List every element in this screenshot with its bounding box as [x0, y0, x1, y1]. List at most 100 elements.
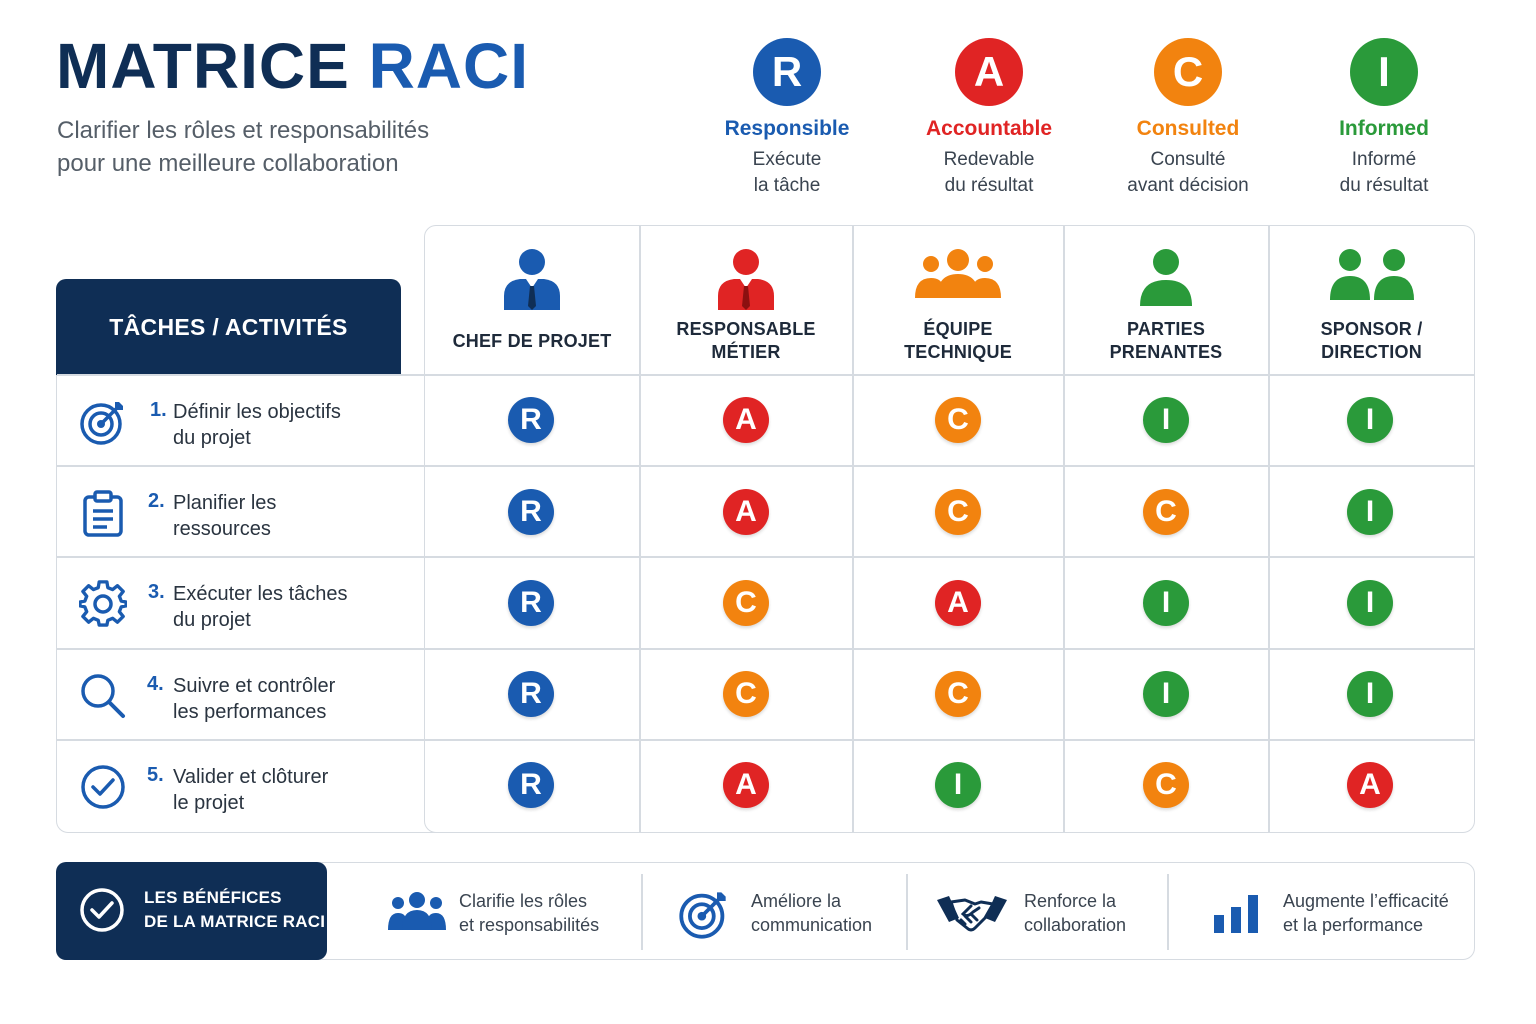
raci-badge-c: C [723, 580, 769, 626]
raci-badge-r: R [508, 762, 554, 808]
legend-name: Responsible [724, 117, 850, 140]
benefit-divider [641, 874, 643, 950]
task-number: 1. [150, 399, 167, 421]
target-icon [80, 402, 123, 445]
task-column-header: TÂCHES / ACTIVITÉS [56, 279, 401, 375]
legend-consulted: C Consulted Consulté avant décision [1088, 38, 1288, 199]
benefits-title-line: LES BÉNÉFICES [144, 888, 282, 907]
benefit-item: Renforce la collaboration [935, 862, 1165, 960]
legend-desc-line: Exécute [752, 149, 822, 170]
grid-line [57, 465, 1474, 467]
handshake-icon [937, 896, 1007, 932]
column-label-line: MÉTIER [711, 342, 781, 362]
subtitle-line-2: pour une meilleure collaboration [57, 150, 399, 177]
raci-badge-r: R [508, 489, 554, 535]
benefits-title-line: DE LA MATRICE RACI [144, 912, 326, 931]
benefit-item: Augmente l’efficacité et la performance [1210, 862, 1470, 960]
raci-badge-r: R [508, 580, 554, 626]
raci-badge-i: I [1347, 397, 1393, 443]
legend-informed: I Informed Informé du résultat [1284, 38, 1484, 199]
legend-desc-line: Informé [1351, 149, 1417, 170]
task-label-line: Valider et clôturer [173, 766, 329, 788]
legend-badge-i: I [1350, 38, 1418, 106]
legend-badge-r: R [753, 38, 821, 106]
benefit-text-line: et la performance [1283, 915, 1424, 935]
legend-desc-line: avant décision [1127, 175, 1249, 196]
benefit-text: Augmente l’efficacité et la performance [1283, 889, 1473, 937]
grid-line [1063, 226, 1065, 832]
title-accent: RACI [368, 30, 529, 102]
column-label-line: PARTIES [1126, 319, 1206, 339]
benefit-divider [906, 874, 908, 950]
grid-line [639, 226, 641, 832]
task-label-line: Définir les objectifs [173, 401, 341, 423]
grid-line [57, 648, 1474, 650]
benefits-title: LES BÉNÉFICES DE LA MATRICE RACI [144, 886, 325, 934]
task-label-line: du projet [173, 427, 251, 449]
raci-badge-i: I [1347, 489, 1393, 535]
people-icon [388, 892, 446, 930]
table-row: 4. Suivre et contrôler les performances [57, 649, 423, 739]
grid-line [57, 556, 1474, 558]
task-label-line: ressources [173, 518, 271, 540]
column-label: PARTIES PRENANTES [1064, 318, 1268, 364]
raci-badge-a: A [935, 580, 981, 626]
legend-badge-a: A [955, 38, 1023, 106]
team-icon [915, 249, 1001, 298]
task-label: Valider et clôturer le projet [173, 764, 413, 816]
column-chef-de-projet: CHEF DE PROJET [425, 226, 639, 374]
task-label: Planifier les ressources [173, 490, 413, 542]
task-label: Suivre et contrôler les performances [173, 673, 413, 725]
benefits-header: LES BÉNÉFICES DE LA MATRICE RACI [56, 862, 327, 960]
column-sponsor-direction: SPONSOR / DIRECTION [1269, 226, 1474, 374]
raci-badge-i: I [935, 762, 981, 808]
benefit-text-line: collaboration [1024, 915, 1127, 935]
benefit-text-line: Clarifie les rôles [459, 891, 588, 911]
column-label: SPONSOR / DIRECTION [1269, 318, 1474, 364]
check-circle-icon [81, 765, 125, 809]
task-number: 5. [147, 764, 164, 786]
task-number: 2. [148, 490, 165, 512]
column-label-line: PRENANTES [1109, 342, 1223, 362]
raci-badge-c: C [1143, 762, 1189, 808]
raci-badge-c: C [1143, 489, 1189, 535]
raci-badge-i: I [1347, 671, 1393, 717]
gear-icon [79, 580, 127, 627]
table-row: 5. Valider et clôturer le projet [57, 740, 423, 830]
raci-badge-a: A [723, 489, 769, 535]
benefit-item: Clarifie les rôles et responsabilités [384, 862, 640, 960]
raci-badge-a: A [1347, 762, 1393, 808]
legend-badge-c: C [1154, 38, 1222, 106]
search-icon [81, 674, 125, 718]
table-row: 1. Définir les objectifs du projet [57, 375, 423, 465]
grid-line [57, 739, 1474, 741]
benefit-item: Améliore la communication [676, 862, 904, 960]
table-row: 3. Exécuter les tâches du projet [57, 557, 423, 647]
legend-desc: Informé du résultat [1284, 147, 1484, 199]
stakeholder-icon [1140, 249, 1192, 306]
legend-desc-line: du résultat [944, 175, 1034, 196]
page-title: MATRICE RACI [56, 34, 529, 98]
legend-desc-line: du résultat [1339, 175, 1429, 196]
column-label-line: DIRECTION [1321, 342, 1422, 362]
raci-badge-i: I [1143, 580, 1189, 626]
task-label-line: les performances [173, 701, 327, 723]
benefit-divider [1167, 874, 1169, 950]
column-label: ÉQUIPE TECHNIQUE [853, 318, 1063, 364]
column-label-line: SPONSOR / [1320, 319, 1423, 339]
raci-badge-c: C [935, 489, 981, 535]
legend-desc: Exécute la tâche [687, 147, 887, 199]
legend-desc-line: Consulté [1150, 149, 1226, 170]
column-label: CHEF DE PROJET [452, 331, 612, 351]
page-subtitle: Clarifier les rôles et responsabilités p… [57, 114, 517, 180]
grid-line [57, 374, 1474, 376]
benefit-text: Clarifie les rôles et responsabilités [459, 889, 659, 937]
check-circle-icon [80, 888, 124, 932]
subtitle-line-1: Clarifier les rôles et responsabilités [57, 117, 430, 144]
task-number: 4. [147, 673, 164, 695]
target-icon [679, 892, 726, 939]
legend-name: Informed [1339, 117, 1429, 140]
benefit-text-line: et responsabilités [459, 915, 600, 935]
raci-badge-a: A [723, 397, 769, 443]
column-label-line: ÉQUIPE [923, 319, 993, 339]
